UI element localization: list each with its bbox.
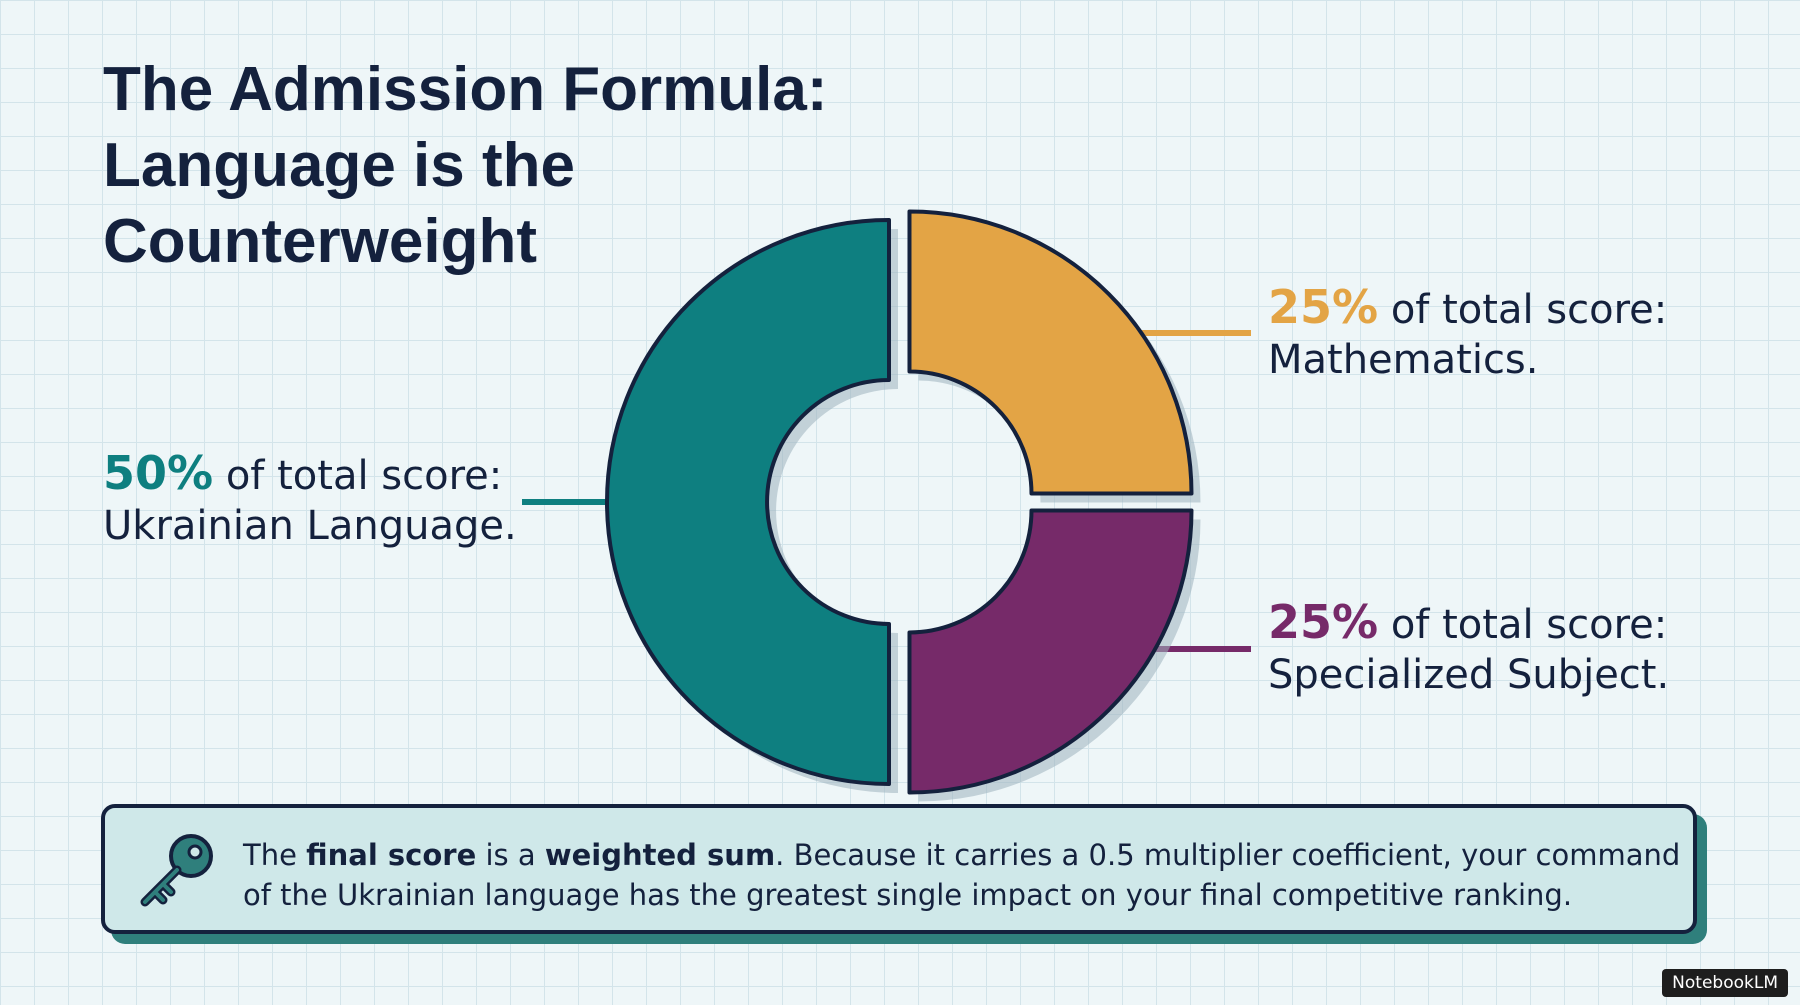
text: The <box>243 838 307 872</box>
slice <box>907 508 1194 795</box>
slice-label: 50% of total score: Ukrainian Language. <box>103 448 517 551</box>
text: . Because it carries a 0.5 multiplier co… <box>243 838 1681 912</box>
brand: NotebookLM <box>1662 969 1788 997</box>
slice <box>907 209 1194 496</box>
value-label: 25% <box>1268 280 1379 334</box>
slice <box>605 218 891 786</box>
category-label: Ukrainian Language. <box>103 503 517 549</box>
description: of total score: <box>225 453 503 499</box>
callout: The final score is a weighted sum. Becau… <box>101 804 1697 934</box>
description: of total score: <box>1390 287 1668 333</box>
slice-label: 25% of total score: Specialized Subject. <box>1268 597 1669 700</box>
value-label: 50% <box>103 446 214 500</box>
category-label: Specialized Subject. <box>1268 652 1670 698</box>
text: is a <box>476 838 545 872</box>
description: of total score: <box>1390 602 1668 648</box>
callout-text: The final score is a weighted sum. Becau… <box>243 835 1683 915</box>
bold-text: final score <box>306 838 477 872</box>
value-label: 25% <box>1268 595 1379 649</box>
slice-label: 25% of total score: Mathematics. <box>1268 282 1667 385</box>
category-label: Mathematics. <box>1268 337 1539 383</box>
key-icon <box>140 834 213 907</box>
chart-title: The Admission Formula: Language is the C… <box>103 55 828 276</box>
bold-text: weighted sum <box>544 838 776 872</box>
